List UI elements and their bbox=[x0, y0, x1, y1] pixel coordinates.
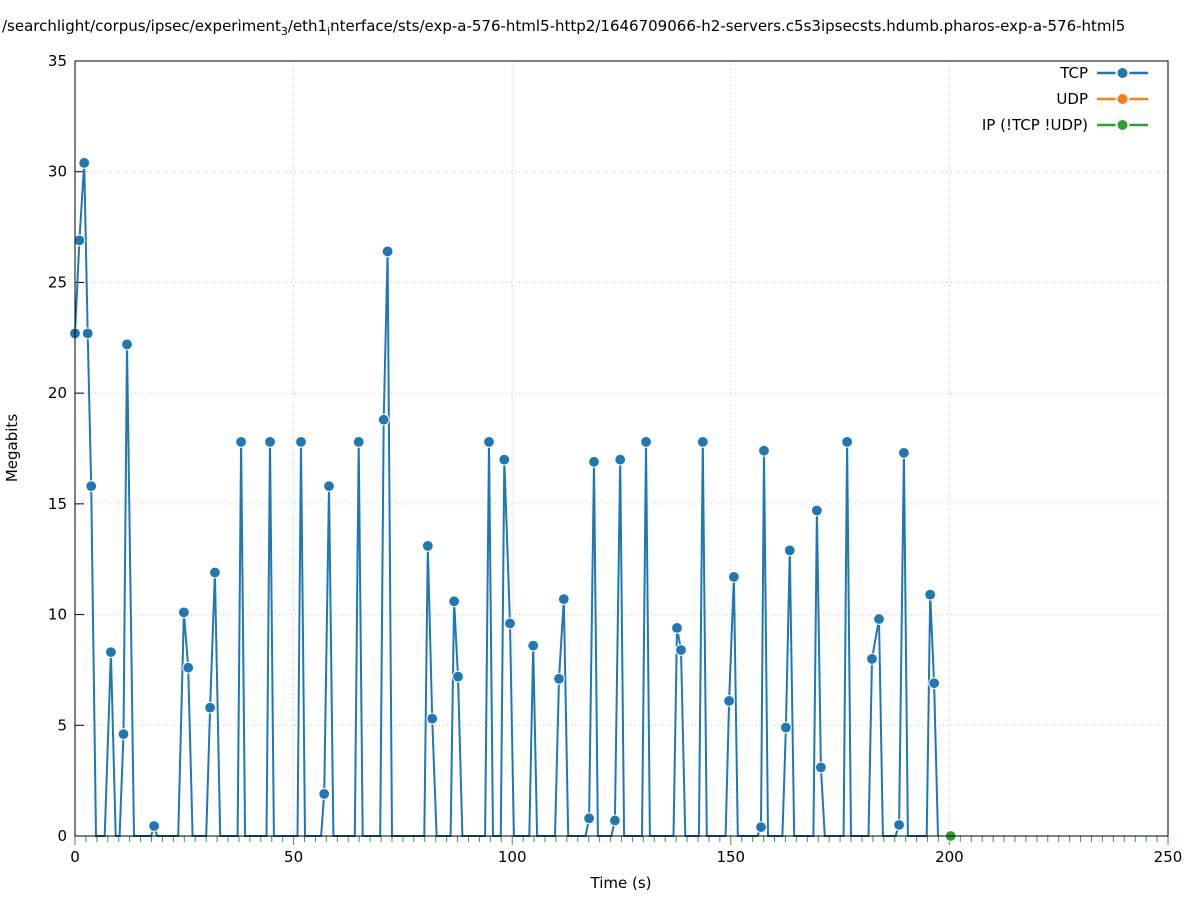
tcp-data-point bbox=[675, 644, 687, 656]
x-tick-label: 250 bbox=[1154, 848, 1183, 866]
tcp-data-point bbox=[178, 606, 190, 619]
tcp-data-point bbox=[815, 761, 827, 774]
legend-label: TCP bbox=[1059, 64, 1088, 82]
tcp-series-line bbox=[74, 162, 939, 837]
tcp-data-point bbox=[755, 821, 767, 833]
plot-border bbox=[74, 60, 1169, 837]
y-tick-label: 25 bbox=[48, 273, 67, 291]
tcp-data-point bbox=[381, 245, 394, 258]
tcp-data-point bbox=[295, 436, 307, 448]
tcp-data-point bbox=[426, 712, 439, 725]
y-tick-label: 0 bbox=[57, 827, 67, 845]
tcp-data-point bbox=[204, 701, 217, 714]
tcp-data-point bbox=[182, 661, 195, 674]
tcp-data-point bbox=[614, 453, 627, 466]
tcp-data-point bbox=[728, 571, 740, 583]
tcp-data-point bbox=[81, 327, 94, 340]
legend-label: IP (!TCP !UDP) bbox=[982, 116, 1088, 134]
title-subscript: 3 bbox=[280, 25, 288, 38]
tcp-data-point bbox=[583, 812, 595, 825]
tcp-data-point bbox=[483, 436, 495, 448]
legend: TCP UDP IP (!TCP !UDP) bbox=[982, 64, 1148, 134]
tcp-data-point bbox=[696, 436, 709, 448]
title-text: nterface/sts/exp-a-576-html5-http2/16467… bbox=[330, 17, 1126, 35]
x-axis-label: Time (s) bbox=[590, 874, 652, 892]
tcp-data-point bbox=[841, 436, 853, 448]
tcp-data-point bbox=[671, 622, 683, 634]
tcp-data-point bbox=[588, 455, 600, 468]
tcp-data-point bbox=[758, 444, 770, 457]
legend-point-sample bbox=[1115, 92, 1130, 106]
tcp-data-point bbox=[924, 588, 937, 601]
tcp-data-point bbox=[873, 613, 885, 625]
y-tick-label: 20 bbox=[48, 384, 67, 402]
y-tick-label: 30 bbox=[48, 163, 67, 181]
tcp-data-point bbox=[898, 447, 910, 459]
tcp-data-point bbox=[780, 721, 792, 734]
y-tick-label: 15 bbox=[48, 495, 67, 513]
y-tick-label: 35 bbox=[48, 52, 67, 70]
tcp-data-point bbox=[928, 677, 940, 690]
data-series bbox=[69, 157, 957, 842]
tcp-data-point bbox=[553, 672, 565, 685]
tcp-data-point bbox=[235, 436, 248, 448]
tcp-data-point bbox=[723, 695, 735, 707]
tcp-data-point bbox=[893, 819, 905, 831]
tcp-data-point bbox=[323, 480, 335, 493]
tcp-data-point bbox=[117, 728, 130, 740]
tcp-data-point bbox=[352, 436, 365, 448]
y-axis-label: Megabits bbox=[3, 414, 21, 482]
tcp-data-point bbox=[866, 653, 878, 665]
legend-point-sample bbox=[1115, 66, 1130, 80]
tcp-data-point bbox=[527, 639, 540, 652]
tick-labels: 0 5 10 15 20 25 30 35 0 50 100 150 200 250 bbox=[48, 52, 1182, 866]
y-tick-label: 10 bbox=[48, 606, 67, 624]
y-tick-label: 5 bbox=[57, 716, 67, 734]
tcp-data-point bbox=[557, 593, 570, 605]
tcp-data-point bbox=[121, 338, 133, 351]
tcp-data-point bbox=[148, 820, 161, 832]
tcp-data-point bbox=[209, 566, 221, 579]
chart-title: /searchlight/corpus/ipsec/experiment3/et… bbox=[2, 17, 1197, 38]
tcp-data-point bbox=[640, 436, 652, 448]
legend-label: UDP bbox=[1056, 90, 1088, 108]
tcp-data-point bbox=[318, 788, 331, 800]
tcp-data-point bbox=[498, 453, 511, 466]
x-tick-label: 200 bbox=[935, 848, 964, 866]
x-tick-label: 0 bbox=[70, 848, 80, 866]
title-text: /eth1 bbox=[287, 17, 328, 35]
x-tick-label: 150 bbox=[716, 848, 745, 866]
tcp-data-point bbox=[85, 480, 98, 493]
tcp-data-point bbox=[811, 504, 823, 517]
tcp-data-point bbox=[609, 814, 621, 827]
tcp-data-point bbox=[105, 646, 117, 659]
x-tick-label: 50 bbox=[284, 848, 303, 866]
legend-point-sample bbox=[1115, 118, 1130, 132]
title-subscript: i bbox=[327, 25, 331, 38]
x-tick-label: 100 bbox=[498, 848, 527, 866]
tcp-data-point bbox=[377, 413, 390, 426]
tcp-data-point bbox=[452, 670, 464, 683]
tcp-data-point bbox=[783, 544, 796, 557]
tcp-data-point bbox=[78, 157, 91, 169]
tcp-data-point bbox=[504, 617, 516, 630]
tcp-data-point bbox=[73, 234, 86, 247]
tcp-data-point bbox=[421, 540, 434, 552]
tcp-data-point bbox=[264, 436, 276, 448]
title-text: /searchlight/corpus/ipsec/experiment bbox=[2, 17, 281, 35]
tcp-data-point bbox=[448, 595, 461, 608]
